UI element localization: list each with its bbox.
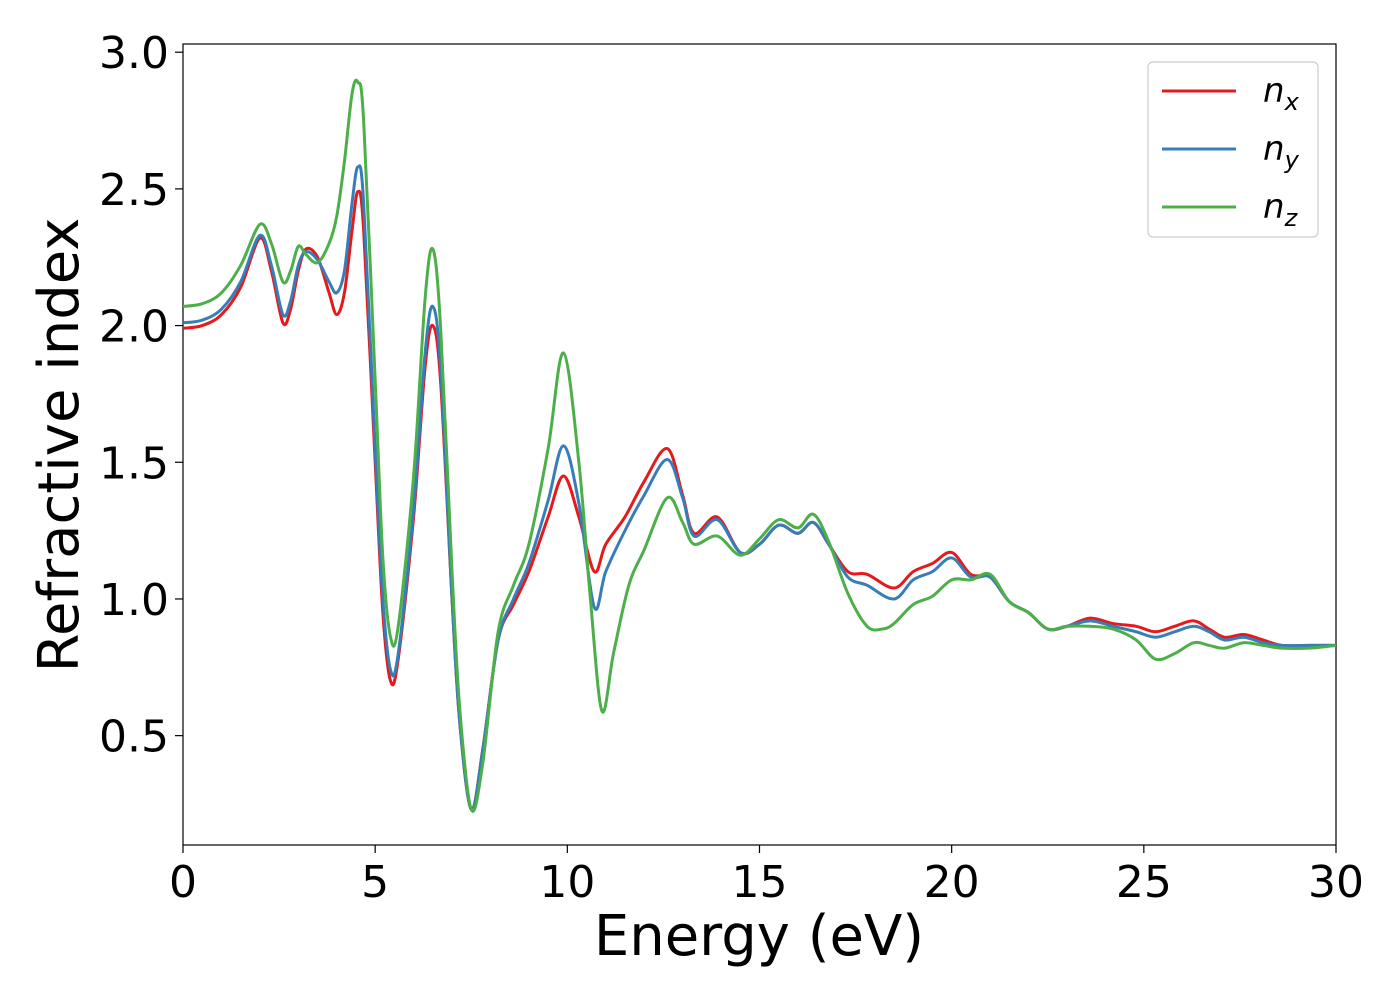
y-tick-label: 0.5 <box>99 712 169 763</box>
y-axis-label: Refractive index <box>27 218 92 673</box>
x-axis-label: Energy (eV) <box>594 904 924 969</box>
y-tick-label: 3.0 <box>99 28 169 79</box>
legend-label-nx: nx <box>1263 71 1300 116</box>
y-tick-label: 2.5 <box>99 165 169 216</box>
series-layer <box>183 78 1336 813</box>
x-tick-label: 20 <box>924 857 980 908</box>
x-tick-label: 5 <box>361 857 389 908</box>
x-tick-label: 25 <box>1116 857 1172 908</box>
y-tick-label: 2.0 <box>99 302 169 353</box>
y-tick-label: 1.0 <box>99 575 169 626</box>
y-tick-label: 1.5 <box>99 438 169 489</box>
x-tick-label: 0 <box>169 857 197 908</box>
x-tick-label: 10 <box>539 857 595 908</box>
x-tick-label: 15 <box>732 857 788 908</box>
x-tick-label: 30 <box>1308 857 1364 908</box>
legend-label-nz: nz <box>1263 187 1299 232</box>
ticks-layer: 0 5 10 15 20 25 30 0.5 1.0 1.5 2.0 2.5 3.0 <box>99 28 1364 908</box>
legend-label-ny: ny <box>1263 129 1300 174</box>
series-line-nz <box>183 78 1336 813</box>
legend: nx ny nz <box>1147 61 1319 238</box>
